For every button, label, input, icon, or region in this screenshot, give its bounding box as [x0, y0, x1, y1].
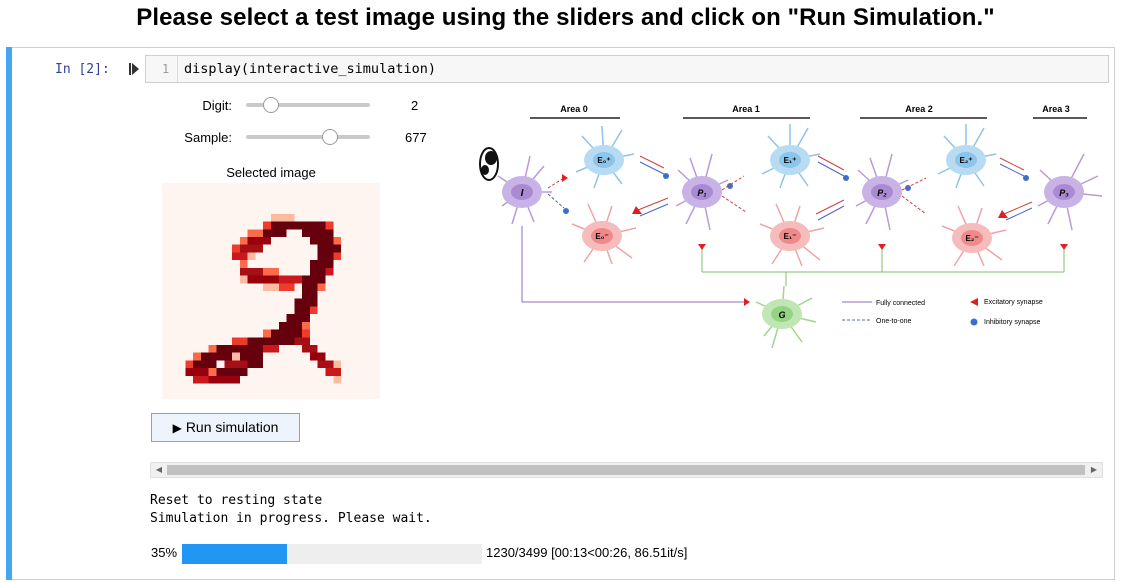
neuron-e2-plus: E₂⁺ — [937, 124, 997, 189]
legend-one-to-one: One-to-one — [876, 318, 912, 325]
neuron-e2-minus: E₂⁻ — [941, 205, 1007, 267]
neuron-p2: P₂ — [855, 153, 909, 231]
area-1-label: Area 1 — [732, 104, 760, 114]
digit-slider-label: Digit: — [202, 98, 232, 113]
progress-stats: 1230/3499 [00:13<00:26, 86.51it/s] — [486, 545, 688, 560]
page-headline: Please select a test image using the sli… — [136, 4, 995, 31]
digit-slider-value: 2 — [411, 98, 419, 113]
neuron-e1-plus: E₁⁺ — [761, 124, 821, 189]
run-cell-icon[interactable] — [128, 62, 140, 76]
neuron-p3: P₃ — [1037, 153, 1103, 231]
neuron-p2-label: P₂ — [877, 188, 887, 198]
cell-prompt: In [2]: — [55, 62, 110, 77]
sample-slider-track[interactable] — [246, 135, 370, 139]
line-number: 1 — [162, 62, 170, 76]
sample-slider-handle[interactable] — [322, 129, 339, 145]
run-simulation-button[interactable]: ▶ Run simulation — [151, 413, 300, 442]
sample-slider-label: Sample: — [184, 130, 232, 145]
neuron-e0-minus: E₀⁻ — [571, 203, 637, 265]
scroll-right-icon[interactable]: ▶ — [1090, 465, 1098, 474]
area-0-label: Area 0 — [560, 104, 588, 114]
progress-percent: 35% — [151, 545, 178, 560]
progress-bar-fill — [182, 544, 287, 564]
neuron-e0-plus: E₀⁺ — [575, 125, 635, 189]
neuron-p1-label: P₁ — [697, 188, 706, 198]
neuron-e1-plus-label: E₁⁺ — [784, 156, 797, 165]
eye-icon — [479, 147, 499, 181]
progress-bar — [182, 544, 482, 564]
play-icon: ▶ — [172, 421, 182, 435]
selected-digit-image — [162, 183, 380, 399]
cell-selection-bar — [6, 47, 12, 580]
neuron-e0-plus-label: E₀⁺ — [597, 156, 610, 165]
neuron-p3-label: P₃ — [1059, 188, 1069, 198]
digit-slider-handle[interactable] — [262, 97, 279, 113]
selected-image-title: Selected image — [226, 165, 316, 180]
code-text[interactable]: display(interactive_simulation) — [184, 61, 436, 77]
sample-slider-value: 677 — [405, 130, 427, 145]
network-diagram: Area 0 Area 1 Area 2 Area 3 — [479, 104, 1103, 349]
scrollbar-thumb[interactable] — [167, 465, 1085, 475]
legend-excitatory: Excitatory synapse — [984, 299, 1043, 306]
area-3-label: Area 3 — [1042, 104, 1070, 114]
diagram-legend: Fully connected One-to-one Excitatory sy… — [842, 298, 1043, 326]
legend-inhibitory: Inhibitory synapse — [984, 319, 1041, 326]
neuron-e2-minus-label: E₂⁻ — [965, 234, 978, 243]
code-gutter-divider — [177, 56, 178, 82]
horizontal-scrollbar[interactable]: ◀ ▶ — [150, 462, 1103, 478]
neuron-g-label: G — [778, 310, 785, 320]
output-line-progress: Simulation in progress. Please wait. — [150, 511, 432, 526]
neuron-e1-minus: E₁⁻ — [759, 203, 825, 267]
neuron-input: I — [497, 155, 552, 225]
legend-fully-connected: Fully connected — [876, 300, 925, 307]
run-simulation-label: Run simulation — [185, 419, 279, 435]
neuron-e0-minus-label: E₀⁻ — [595, 232, 608, 241]
neuron-g: G — [755, 285, 817, 349]
neuron-input-label: I — [521, 188, 524, 199]
scroll-left-icon[interactable]: ◀ — [155, 465, 163, 474]
area-2-label: Area 2 — [905, 104, 933, 114]
digit-slider-track[interactable] — [246, 103, 370, 107]
neuron-p1: P₁ — [675, 153, 729, 231]
code-input-area[interactable]: 1 display(interactive_simulation) — [145, 55, 1109, 83]
neuron-e2-plus-label: E₂⁺ — [959, 156, 972, 165]
neuron-e1-minus-label: E₁⁻ — [784, 232, 797, 241]
output-line-reset: Reset to resting state — [150, 493, 323, 508]
